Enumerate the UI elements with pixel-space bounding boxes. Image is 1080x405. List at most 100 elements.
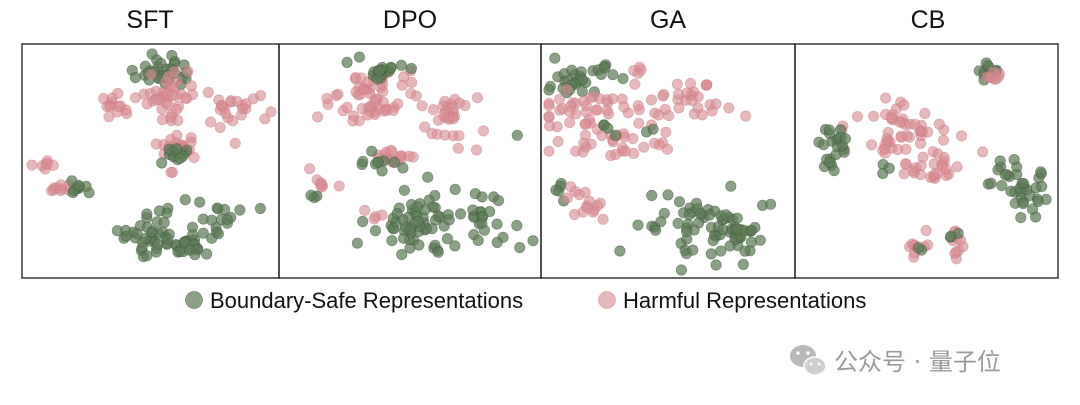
point-ga-harmful-108 — [673, 102, 685, 114]
watermark-text: 公众号 · 量子位 — [834, 348, 1001, 376]
point-ga-safe-235 — [737, 258, 750, 270]
point-ga-safe-165 — [614, 245, 626, 257]
point-dpo-safe-147 — [351, 237, 363, 249]
point-ga-harmful-53 — [633, 117, 645, 129]
point-dpo-safe-212 — [467, 204, 479, 216]
point-dpo-harmful-119 — [385, 144, 397, 156]
point-cb-harmful-19 — [990, 73, 1002, 85]
point-cb-harmful-50 — [885, 112, 898, 124]
point-sft-safe-14 — [146, 48, 158, 60]
point-dpo-safe-209 — [527, 235, 539, 247]
point-ga-harmful-85 — [638, 141, 650, 153]
point-ga-harmful-89 — [648, 137, 661, 149]
point-ga-safe-192 — [683, 208, 696, 221]
point-ga-safe-5 — [549, 52, 561, 64]
point-ga-safe-20 — [543, 84, 555, 96]
point-sft-harmful-106 — [235, 109, 247, 121]
point-ga-safe-26 — [607, 69, 619, 81]
point-ga-safe-205 — [649, 224, 662, 236]
point-sft-safe-210 — [161, 233, 174, 245]
point-ga-harmful-122 — [657, 90, 669, 102]
point-dpo-harmful-102 — [437, 109, 450, 121]
point-dpo-harmful-225 — [376, 209, 388, 221]
point-ga-harmful-55 — [580, 106, 592, 118]
point-dpo-harmful-25 — [347, 115, 359, 127]
point-cb-safe-148 — [1017, 177, 1030, 190]
point-sft-safe-22 — [155, 57, 167, 69]
panel-title-ga: GA — [650, 6, 686, 34]
point-dpo-safe-73 — [373, 65, 385, 77]
point-sft-harmful-71 — [165, 111, 177, 123]
point-sft-harmful-108 — [188, 151, 200, 164]
point-cb-harmful-52 — [919, 107, 931, 120]
point-dpo-safe-220 — [492, 195, 505, 207]
point-sft-harmful-246 — [165, 166, 177, 178]
point-sft-safe-204 — [120, 230, 132, 242]
point-sft-harmful-148 — [41, 158, 53, 170]
point-dpo-safe-175 — [426, 223, 438, 235]
point-sft-safe-130 — [156, 157, 168, 169]
panel-sft: SFT — [21, 6, 280, 279]
point-ga-harmful-126 — [710, 98, 722, 110]
point-cb-harmful-73 — [881, 135, 894, 147]
points-sft — [26, 48, 277, 263]
panel-ga: GA — [540, 6, 796, 279]
point-sft-safe-191 — [151, 238, 164, 250]
point-dpo-harmful-19 — [416, 100, 428, 112]
point-ga-safe-233 — [745, 224, 758, 237]
point-dpo-harmful-97 — [439, 129, 451, 141]
point-cb-safe-9 — [973, 65, 985, 77]
point-dpo-harmful-47 — [357, 83, 370, 95]
point-cb-harmful-41 — [867, 110, 880, 122]
point-sft-safe-226 — [184, 244, 196, 256]
point-dpo-harmful-22 — [341, 101, 353, 114]
point-sft-safe-232 — [254, 202, 266, 215]
point-dpo-safe-61 — [405, 62, 417, 75]
point-sft-safe-241 — [211, 202, 223, 214]
point-dpo-harmful-83 — [470, 144, 483, 156]
point-dpo-safe-128 — [397, 162, 409, 174]
point-sft-harmful-89 — [265, 106, 277, 118]
point-cb-harmful-67 — [977, 146, 989, 158]
point-ga-safe-167 — [675, 264, 688, 276]
point-ga-safe-137 — [602, 122, 614, 134]
point-cb-safe-136 — [1026, 203, 1039, 215]
watermark: 公众号 · 量子位 — [790, 345, 1001, 376]
point-dpo-harmful-10 — [311, 111, 324, 123]
point-ga-safe-140 — [647, 123, 659, 135]
point-ga-harmful-97 — [610, 148, 622, 161]
point-cb-safe-101 — [839, 133, 852, 145]
point-cb-harmful-75 — [895, 130, 907, 142]
point-cb-harmful-30 — [898, 168, 910, 180]
point-ga-safe-232 — [720, 209, 732, 221]
point-cb-harmful-60 — [899, 158, 912, 170]
point-sft-safe-225 — [187, 229, 199, 241]
point-dpo-safe-124 — [357, 155, 369, 168]
point-sft-safe-239 — [206, 214, 218, 226]
point-dpo-safe-71 — [395, 59, 407, 71]
point-ga-harmful-100 — [579, 129, 592, 141]
point-sft-harmful-107 — [229, 137, 241, 149]
point-ga-safe-202 — [672, 217, 684, 229]
point-dpo-safe-145 — [422, 171, 434, 183]
legend-label-safe: Boundary-Safe Representations — [210, 288, 523, 313]
point-ga-safe-207 — [715, 245, 727, 257]
point-cb-safe-140 — [994, 155, 1006, 167]
point-dpo-safe-127 — [372, 156, 384, 168]
point-cb-harmful-78 — [894, 116, 906, 128]
point-dpo-safe-160 — [386, 235, 398, 247]
point-dpo-safe-172 — [369, 225, 382, 237]
point-sft-harmful-34 — [182, 65, 194, 78]
point-sft-harmful-57 — [162, 71, 174, 83]
point-cb-safe-128 — [996, 180, 1008, 192]
point-cb-harmful-39 — [914, 137, 927, 149]
point-ga-safe-237 — [764, 198, 777, 210]
point-dpo-safe-165 — [396, 249, 408, 261]
point-dpo-safe-63 — [353, 51, 365, 63]
points-cb — [813, 57, 1052, 265]
point-sft-harmful-147 — [26, 159, 38, 171]
point-ga-safe-222 — [739, 245, 751, 257]
point-ga-safe-196 — [694, 207, 707, 220]
point-dpo-safe-221 — [476, 217, 488, 229]
point-dpo-safe-166 — [432, 210, 444, 222]
